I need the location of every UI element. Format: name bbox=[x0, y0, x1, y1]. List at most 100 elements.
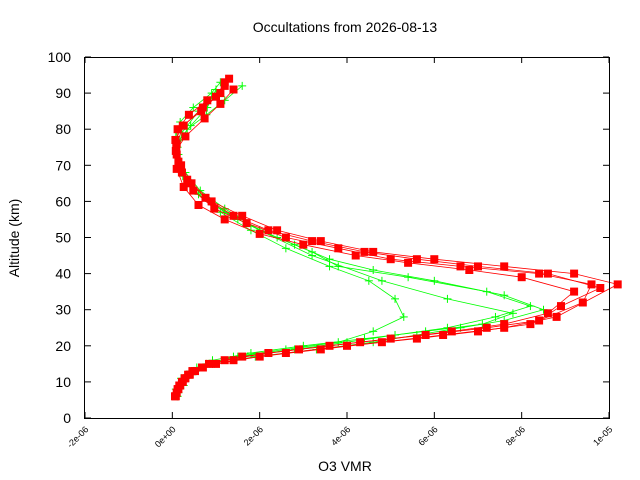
data-point-square bbox=[500, 320, 509, 329]
data-point-square bbox=[229, 211, 238, 220]
data-point-square bbox=[570, 269, 579, 278]
data-point-plus bbox=[369, 327, 378, 336]
data-point-square bbox=[482, 323, 491, 332]
data-point-square bbox=[587, 280, 596, 289]
y-tick-label: 50 bbox=[55, 230, 71, 246]
y-tick-label: 60 bbox=[55, 193, 71, 209]
data-point-square bbox=[200, 114, 209, 123]
y-tick-label: 90 bbox=[55, 85, 71, 101]
data-point-square bbox=[474, 262, 482, 271]
data-point-square bbox=[225, 74, 234, 83]
y-axis-label: Altitude (km) bbox=[6, 199, 22, 278]
data-point-plus bbox=[369, 338, 378, 347]
data-point-square bbox=[281, 349, 290, 357]
data-point-square bbox=[343, 341, 351, 350]
data-point-square bbox=[171, 146, 180, 155]
data-point-square bbox=[174, 157, 183, 166]
y-tick-label: 100 bbox=[48, 49, 72, 65]
data-point-square bbox=[173, 125, 182, 134]
data-point-square bbox=[369, 247, 378, 256]
data-point-square bbox=[543, 309, 552, 318]
data-point-square bbox=[171, 392, 179, 401]
data-point-square bbox=[183, 175, 192, 184]
y-tick-label: 70 bbox=[55, 157, 71, 173]
data-point-square bbox=[205, 359, 213, 368]
data-point-plus bbox=[334, 262, 343, 271]
data-point-plus bbox=[399, 312, 408, 321]
data-point-square bbox=[255, 352, 264, 361]
data-point-square bbox=[412, 334, 421, 343]
data-point-square bbox=[255, 229, 264, 238]
data-point-square bbox=[439, 331, 448, 339]
data-point-square bbox=[500, 262, 509, 271]
data-point-square bbox=[295, 345, 303, 354]
data-point-square bbox=[184, 110, 193, 119]
data-point-square bbox=[180, 374, 189, 383]
data-point-plus bbox=[364, 276, 373, 285]
data-point-square bbox=[535, 269, 544, 278]
data-point-square bbox=[198, 363, 206, 372]
data-point-plus bbox=[404, 273, 413, 282]
data-point-square bbox=[351, 251, 360, 260]
data-point-square bbox=[175, 381, 184, 390]
data-point-square bbox=[216, 89, 225, 98]
data-point-square bbox=[474, 327, 482, 336]
data-point-square bbox=[308, 237, 317, 246]
data-point-square bbox=[264, 226, 273, 235]
data-point-square bbox=[187, 179, 196, 188]
data-point-plus bbox=[369, 265, 378, 274]
data-point-square bbox=[203, 96, 212, 105]
data-point-square bbox=[543, 269, 552, 278]
data-point-square bbox=[179, 121, 188, 130]
data-point-square bbox=[412, 255, 421, 264]
data-point-square bbox=[334, 244, 343, 253]
data-point-square bbox=[242, 219, 251, 228]
data-point-square bbox=[456, 262, 465, 271]
data-point-plus bbox=[325, 255, 334, 264]
data-point-plus bbox=[238, 81, 247, 90]
data-point-plus bbox=[491, 312, 500, 321]
plot-frame bbox=[84, 57, 610, 419]
y-tick-label: 10 bbox=[55, 374, 71, 390]
chart-title: Occultations from 2026-08-13 bbox=[253, 19, 438, 35]
profile-line bbox=[174, 78, 602, 397]
data-point-square bbox=[377, 338, 386, 347]
data-point-square bbox=[281, 233, 290, 242]
data-point-square bbox=[552, 312, 561, 321]
data-point-square bbox=[356, 338, 365, 347]
data-point-square bbox=[570, 287, 579, 296]
data-point-square bbox=[316, 237, 325, 246]
data-point-square bbox=[172, 139, 181, 148]
x-axis-label: O3 VMR bbox=[318, 458, 372, 474]
y-tick-label: 40 bbox=[55, 266, 71, 282]
data-point-square bbox=[238, 211, 247, 220]
data-point-plus bbox=[189, 103, 198, 112]
data-point-square bbox=[316, 345, 325, 354]
data-point-square bbox=[189, 186, 198, 195]
data-points-layer bbox=[171, 74, 622, 401]
data-point-plus bbox=[281, 244, 290, 253]
data-point-plus bbox=[430, 276, 439, 285]
data-point-square bbox=[212, 359, 220, 368]
data-point-plus bbox=[391, 294, 400, 303]
data-point-square bbox=[447, 327, 456, 336]
data-point-square bbox=[517, 273, 526, 282]
data-point-square bbox=[220, 215, 229, 224]
data-point-plus bbox=[500, 291, 509, 300]
data-point-square bbox=[273, 226, 282, 235]
data-point-square bbox=[238, 352, 247, 361]
data-point-square bbox=[578, 298, 587, 307]
data-point-plus bbox=[325, 262, 334, 271]
data-point-square bbox=[188, 367, 197, 376]
data-point-square bbox=[181, 132, 190, 141]
data-point-plus bbox=[508, 309, 517, 318]
data-point-plus bbox=[377, 276, 386, 285]
data-point-square bbox=[177, 168, 186, 177]
data-point-square bbox=[557, 302, 565, 311]
y-tick-label: 0 bbox=[63, 410, 71, 426]
data-point-square bbox=[198, 103, 207, 112]
data-point-square bbox=[535, 316, 544, 325]
data-point-square bbox=[360, 247, 369, 256]
data-point-square bbox=[386, 255, 395, 264]
